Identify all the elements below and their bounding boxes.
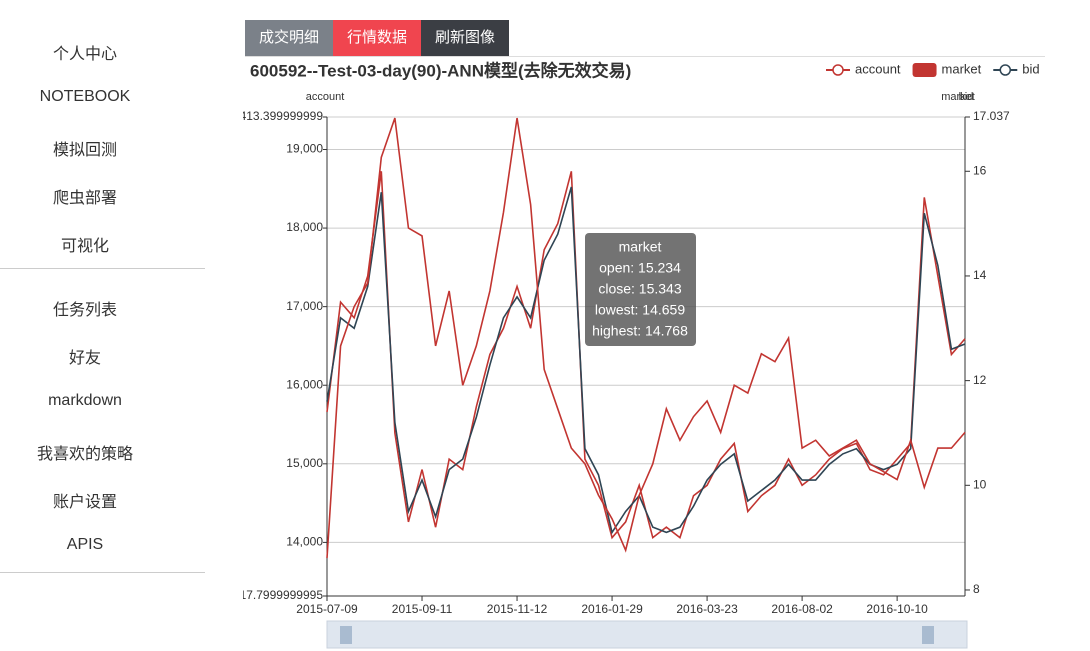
tooltip-line: lowest: 14.659 <box>595 302 685 318</box>
x-tick-label: 2015-09-11 <box>392 602 453 616</box>
y-tick-label: 13317.7999999995 <box>220 588 324 602</box>
y2-axis-title: market <box>941 91 975 103</box>
y2-tick-label: 14 <box>973 268 987 282</box>
zoom-slider[interactable] <box>326 620 968 649</box>
nav-item[interactable]: 任务列表 <box>52 302 117 319</box>
nav-item[interactable]: markdown <box>48 392 122 409</box>
legend-swatch <box>912 63 937 77</box>
y-tick-label: 15,000 <box>286 456 323 470</box>
left-axis-labels: 13317.7999999995 14,000 15,000 16,000 17,000… <box>220 109 324 602</box>
x-tick-label: 2016-03-23 <box>676 602 738 616</box>
separator <box>0 268 205 269</box>
y-tick-label: 14,000 <box>286 535 323 549</box>
tooltip-line: open: 15.234 <box>599 260 681 276</box>
button[interactable]: 成交明细 <box>245 20 333 56</box>
chart-title: 600592--Test-03-day(90)-ANN模型(去除无效交易) <box>250 60 631 80</box>
zoom-handle[interactable] <box>340 626 352 644</box>
button[interactable]: 刷新图像 <box>421 20 509 56</box>
button[interactable]: 行情数据 <box>333 20 421 56</box>
nav-item[interactable]: NOTEBOOK <box>39 88 131 105</box>
nav-item[interactable]: APIS <box>66 536 104 553</box>
x-tick-label: 2015-07-09 <box>296 602 358 616</box>
y-tick-label: 19,000 <box>286 142 323 156</box>
nav-item[interactable]: 爬虫部署 <box>52 190 117 207</box>
nav-item[interactable]: 模拟回测 <box>52 142 117 159</box>
y-tick-label: 16,000 <box>286 377 323 391</box>
y2-tick-label: 12 <box>973 373 987 387</box>
y-tick-label: 17,000 <box>286 299 323 313</box>
legend-label: account <box>855 61 901 76</box>
nav-item[interactable]: 个人中心 <box>52 46 117 63</box>
tooltip-line: close: 15.343 <box>598 281 681 297</box>
zoom-handle[interactable] <box>922 626 934 644</box>
y-tick-label: 19413.399999999 <box>226 109 323 123</box>
separator <box>0 572 205 573</box>
y-axis-title: account <box>306 91 345 103</box>
y2-axis-title: bid <box>959 91 974 103</box>
x-tick-label: 2016-08-02 <box>771 602 833 616</box>
legend-swatch <box>832 64 844 76</box>
nav-item[interactable]: 好友 <box>68 350 101 367</box>
tooltip <box>585 233 696 346</box>
legend-label: market <box>942 61 982 76</box>
nav-item[interactable]: 可视化 <box>60 238 109 255</box>
sidebar: 个人中心 NOTEBOOK 模拟回测爬虫部署可视化任务列表好友 markdown 我喜欢… <box>0 0 205 651</box>
legend-swatch <box>999 64 1012 76</box>
y2-tick-label: 10 <box>973 477 987 491</box>
x-tick-label: 2015-11-12 <box>487 602 548 616</box>
x-tick-label: 2016-01-29 <box>581 602 643 616</box>
nav-item[interactable]: 账户设置 <box>52 494 117 511</box>
tooltip-line: highest: 14.768 <box>592 323 688 339</box>
y-tick-label: 18,000 <box>286 220 323 234</box>
x-tick-label: 2016-10-10 <box>866 602 928 616</box>
series-line <box>326 186 966 535</box>
tooltip-title: market <box>619 239 662 255</box>
legend-label: bid <box>1022 61 1039 76</box>
series-line <box>326 117 966 559</box>
y2-tick-label: 16 <box>973 163 987 177</box>
y2-tick-label: 8 <box>973 582 980 596</box>
divider <box>245 56 1045 57</box>
nav-item[interactable]: 我喜欢的策略 <box>36 446 133 463</box>
y2-tick-label: 17.037 <box>973 109 1010 123</box>
